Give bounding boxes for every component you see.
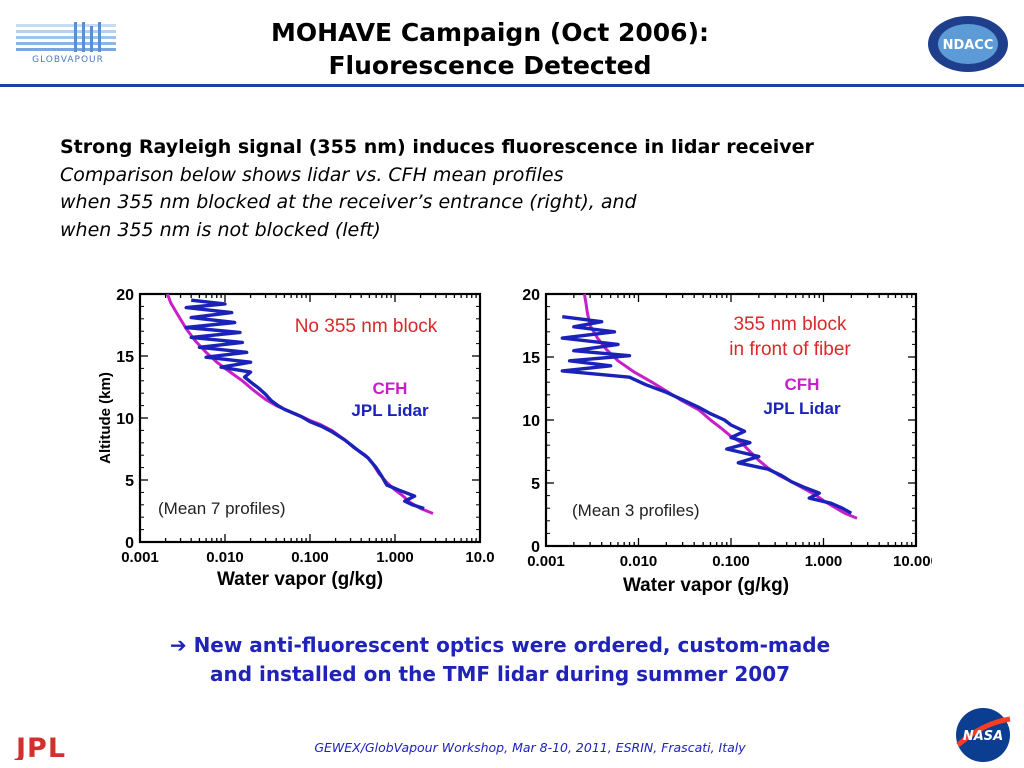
- nasa-logo: NASA: [956, 708, 1011, 762]
- conclusion-line1: New anti-fluorescent optics were ordered…: [193, 633, 831, 657]
- intro-text: Strong Rayleigh signal (355 nm) induces …: [60, 134, 1000, 244]
- series-line-jpl-lidar: [184, 298, 425, 511]
- legend-cfh: CFH: [373, 379, 408, 398]
- arrow-right-icon: ➔: [169, 633, 187, 657]
- intro-line3: when 355 nm blocked at the receiver’s en…: [60, 191, 637, 213]
- y-tick-label: 10: [116, 411, 134, 428]
- intro-line2: Comparison below shows lidar vs. CFH mea…: [60, 163, 564, 186]
- ndacc-logo-text: NDACC: [943, 38, 994, 53]
- y-tick-label: 0: [531, 539, 540, 556]
- ndacc-logo: NDACC: [928, 16, 1008, 72]
- x-tick-label: 0.010: [206, 549, 244, 566]
- x-axis-label: Water vapor (g/kg): [623, 575, 789, 596]
- series-line-jpl-lidar: [560, 315, 853, 515]
- page-title: MOHAVE Campaign (Oct 2006): Fluorescence…: [190, 16, 790, 82]
- footer-text: GEWEX/GlobVapour Workshop, Mar 8-10, 201…: [314, 740, 746, 755]
- y-tick-label: 0: [125, 535, 134, 552]
- conclusion-line2: and installed on the TMF lidar during su…: [209, 662, 791, 686]
- legend-jpl-lidar: JPL Lidar: [763, 399, 841, 418]
- title-rule: [0, 84, 1024, 87]
- x-tick-label: 0.010: [620, 553, 658, 570]
- nasa-logo-swoosh: [956, 716, 1011, 747]
- intro-line4: when 355 nm is not blocked (left): [60, 218, 381, 241]
- jpl-logo-text: JPL: [14, 733, 66, 760]
- globvapour-logo-grid: [16, 22, 116, 52]
- annotation-text: 355 nm block: [733, 314, 847, 335]
- profile-count-note: (Mean 7 profiles): [158, 499, 286, 518]
- page-title-line1: MOHAVE Campaign (Oct 2006):: [271, 18, 709, 47]
- legend-cfh: CFH: [785, 375, 820, 394]
- x-tick-label: 0.001: [527, 553, 565, 570]
- x-axis-label: Water vapor (g/kg): [217, 569, 383, 590]
- nasa-logo-text: NASA: [963, 729, 1003, 744]
- chart-no-block: 0.001 0.010 0.100 1.000 10.0 0 5 10 15 20 Water va…: [97, 287, 494, 590]
- y-tick-label: 15: [522, 350, 540, 367]
- x-tick-label: 0.100: [712, 553, 750, 570]
- y-tick-label: 20: [116, 287, 134, 304]
- legend-jpl-lidar: JPL Lidar: [351, 401, 429, 420]
- intro-bold-line: Strong Rayleigh signal (355 nm) induces …: [60, 136, 814, 158]
- page-title-line2: Fluorescence Detected: [328, 51, 652, 80]
- globvapour-logo-text: GLOBVAPOUR: [32, 55, 104, 64]
- x-tick-label: 10.0: [465, 549, 494, 566]
- y-tick-label: 10: [522, 413, 540, 430]
- y-tick-label: 5: [531, 476, 540, 493]
- y-tick-label: 5: [125, 473, 134, 490]
- chart-block-355: 0.001 0.010 0.100 1.000 10.000 0 5 10 15 20 Water …: [522, 287, 932, 596]
- x-tick-label: 1.000: [376, 549, 414, 566]
- x-tick-label: 10.000: [893, 553, 932, 570]
- plot-frame: [544, 292, 918, 548]
- annotation-text: No 355 nm block: [295, 316, 438, 337]
- y-axis-label: Altitude (km): [97, 372, 114, 464]
- x-tick-label: 0.100: [291, 549, 329, 566]
- y-tick-label: 15: [116, 349, 134, 366]
- jpl-logo: JPL: [14, 733, 66, 760]
- x-tick-label: 0.001: [121, 549, 159, 566]
- conclusion: ➔ New anti-fluorescent optics were order…: [100, 631, 900, 689]
- profile-count-note: (Mean 3 profiles): [572, 501, 700, 520]
- globvapour-logo: GLOBVAPOUR: [16, 22, 116, 64]
- x-tick-label: 1.000: [805, 553, 843, 570]
- y-tick-label: 20: [522, 287, 540, 304]
- annotation-text: in front of fiber: [729, 339, 851, 360]
- ndacc-logo-inner: [938, 24, 998, 64]
